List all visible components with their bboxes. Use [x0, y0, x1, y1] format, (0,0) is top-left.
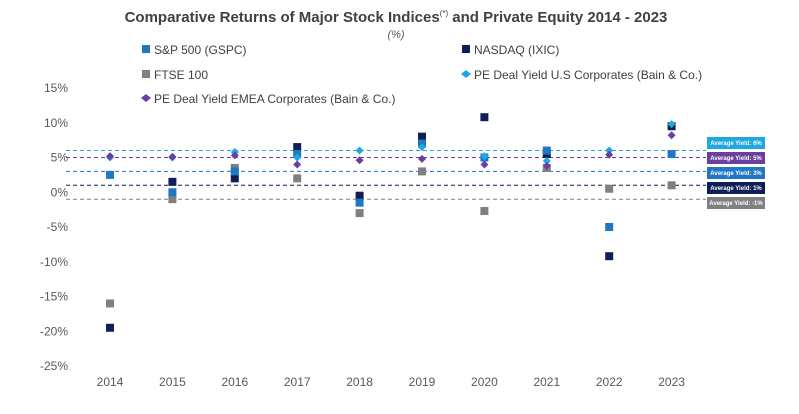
data-point [667, 131, 676, 140]
y-tick-label: 15% [44, 81, 68, 95]
data-point [480, 152, 489, 161]
data-point [168, 177, 177, 186]
x-axis: 2014 2015 2016 2017 2018 2019 2020 2021 2022 2023 [97, 375, 686, 389]
y-tick-label: -25% [40, 359, 68, 373]
average-yield-badge [707, 197, 765, 209]
data-point [355, 146, 364, 155]
data-point [480, 113, 489, 122]
x-tick-label: 2015 [159, 375, 186, 389]
x-tick-label: 2021 [533, 375, 560, 389]
data-point [542, 161, 551, 170]
average-yield-badge [707, 137, 765, 149]
data-point [293, 160, 302, 169]
x-tick-label: 2017 [284, 375, 311, 389]
data-point [355, 191, 364, 200]
data-point [418, 167, 426, 176]
average-yield-label: Average Yield: -1% [709, 201, 763, 207]
data-point [605, 150, 614, 159]
y-tick-label: 0% [51, 185, 69, 199]
data-point [355, 198, 364, 207]
average-yield-label: Average Yield: 1% [710, 186, 762, 192]
data-point [106, 323, 114, 332]
data-point [293, 174, 302, 183]
legend-marker [142, 45, 150, 53]
x-tick-label: 2020 [471, 375, 498, 389]
y-tick-label: -10% [40, 255, 68, 269]
y-tick-label: -15% [40, 290, 68, 304]
data-point [293, 143, 302, 152]
data-point [168, 152, 177, 161]
data-point [605, 223, 614, 231]
data-point [605, 184, 614, 193]
legend-marker [462, 45, 470, 53]
legend-label: FTSE 100 [154, 68, 208, 82]
data-point [480, 160, 489, 169]
legend: S&P 500 (GSPC) NASDAQ (IXIC) FTSE 100 PE De… [141, 43, 702, 106]
data-point [542, 146, 551, 155]
data-point [418, 143, 426, 152]
data-point [106, 152, 114, 161]
data-point [667, 181, 676, 190]
y-tick-label: -5% [47, 220, 69, 234]
chart-title: Comparative Returns of Major Stock Indic… [125, 9, 668, 26]
data-point [542, 156, 551, 165]
data-point [667, 150, 676, 159]
data-points [106, 113, 676, 332]
y-tick-label: 5% [51, 151, 69, 165]
data-point [106, 170, 114, 179]
data-point [418, 132, 426, 141]
data-point [106, 299, 114, 308]
x-tick-label: 2014 [97, 375, 124, 389]
data-point [230, 174, 239, 183]
data-point [480, 207, 489, 216]
data-point [355, 156, 364, 165]
data-point [230, 151, 239, 160]
data-point [418, 154, 426, 163]
legend-label: PE Deal Yield EMEA Corporates (Bain & Co… [154, 92, 395, 106]
legend-label: S&P 500 (GSPC) [154, 43, 246, 57]
legend-marker [461, 70, 471, 78]
legend-label: PE Deal Yield U.S Corporates (Bain & Co.… [474, 68, 702, 82]
data-point [605, 252, 614, 261]
data-point [667, 120, 676, 129]
average-yield-badge [707, 152, 765, 164]
data-point [230, 167, 239, 176]
average-yield-badge [707, 167, 765, 179]
x-tick-label: 2016 [221, 375, 248, 389]
y-axis: 15% 10% 5% 0% -5% -10% -15% -20% -25% [40, 81, 68, 373]
x-tick-label: 2023 [658, 375, 685, 389]
average-yield-badge [707, 182, 765, 194]
data-point [355, 209, 364, 218]
data-point [605, 146, 614, 155]
average-yield-label: Average Yield: 3% [710, 171, 762, 177]
x-tick-label: 2018 [346, 375, 373, 389]
legend-marker [142, 70, 150, 78]
x-tick-label: 2022 [596, 375, 623, 389]
average-yield-labels: Average Yield: 6% Average Yield: 5% Averag… [707, 137, 765, 209]
average-yield-label: Average Yield: 6% [710, 141, 762, 147]
data-point [168, 195, 177, 204]
legend-marker [141, 94, 151, 102]
y-tick-label: 10% [44, 116, 68, 130]
x-tick-label: 2019 [409, 375, 436, 389]
data-point [168, 188, 177, 197]
data-point [293, 153, 302, 162]
average-yield-label: Average Yield: 5% [710, 156, 762, 162]
legend-label: NASDAQ (IXIC) [474, 43, 559, 57]
y-tick-label: -20% [40, 324, 68, 338]
chart-subtitle: (%) [387, 29, 404, 41]
